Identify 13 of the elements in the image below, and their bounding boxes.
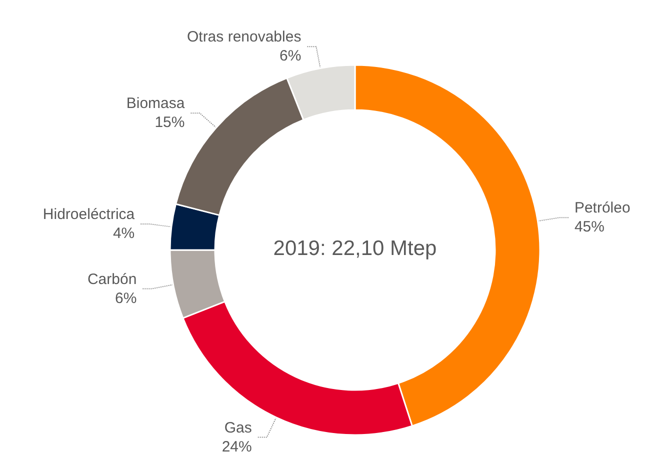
slice-label: Carbón	[87, 270, 137, 288]
slice-label: Hidroeléctrica	[42, 206, 136, 224]
data-label: 24%	[222, 438, 252, 456]
slice-label: Petróleo	[574, 200, 630, 217]
data-label: 15%	[154, 114, 185, 132]
slice-label: Biomasa	[126, 95, 186, 112]
data-label: 4%	[112, 225, 135, 242]
slice-label: Otras renovables	[186, 28, 302, 46]
text: 2019: 22,10 Mtep	[273, 237, 437, 260]
data-label: 6%	[280, 48, 302, 65]
data-label: 45%	[574, 218, 604, 236]
slice-label: Gas	[224, 419, 252, 436]
data-label: 6%	[114, 290, 137, 307]
